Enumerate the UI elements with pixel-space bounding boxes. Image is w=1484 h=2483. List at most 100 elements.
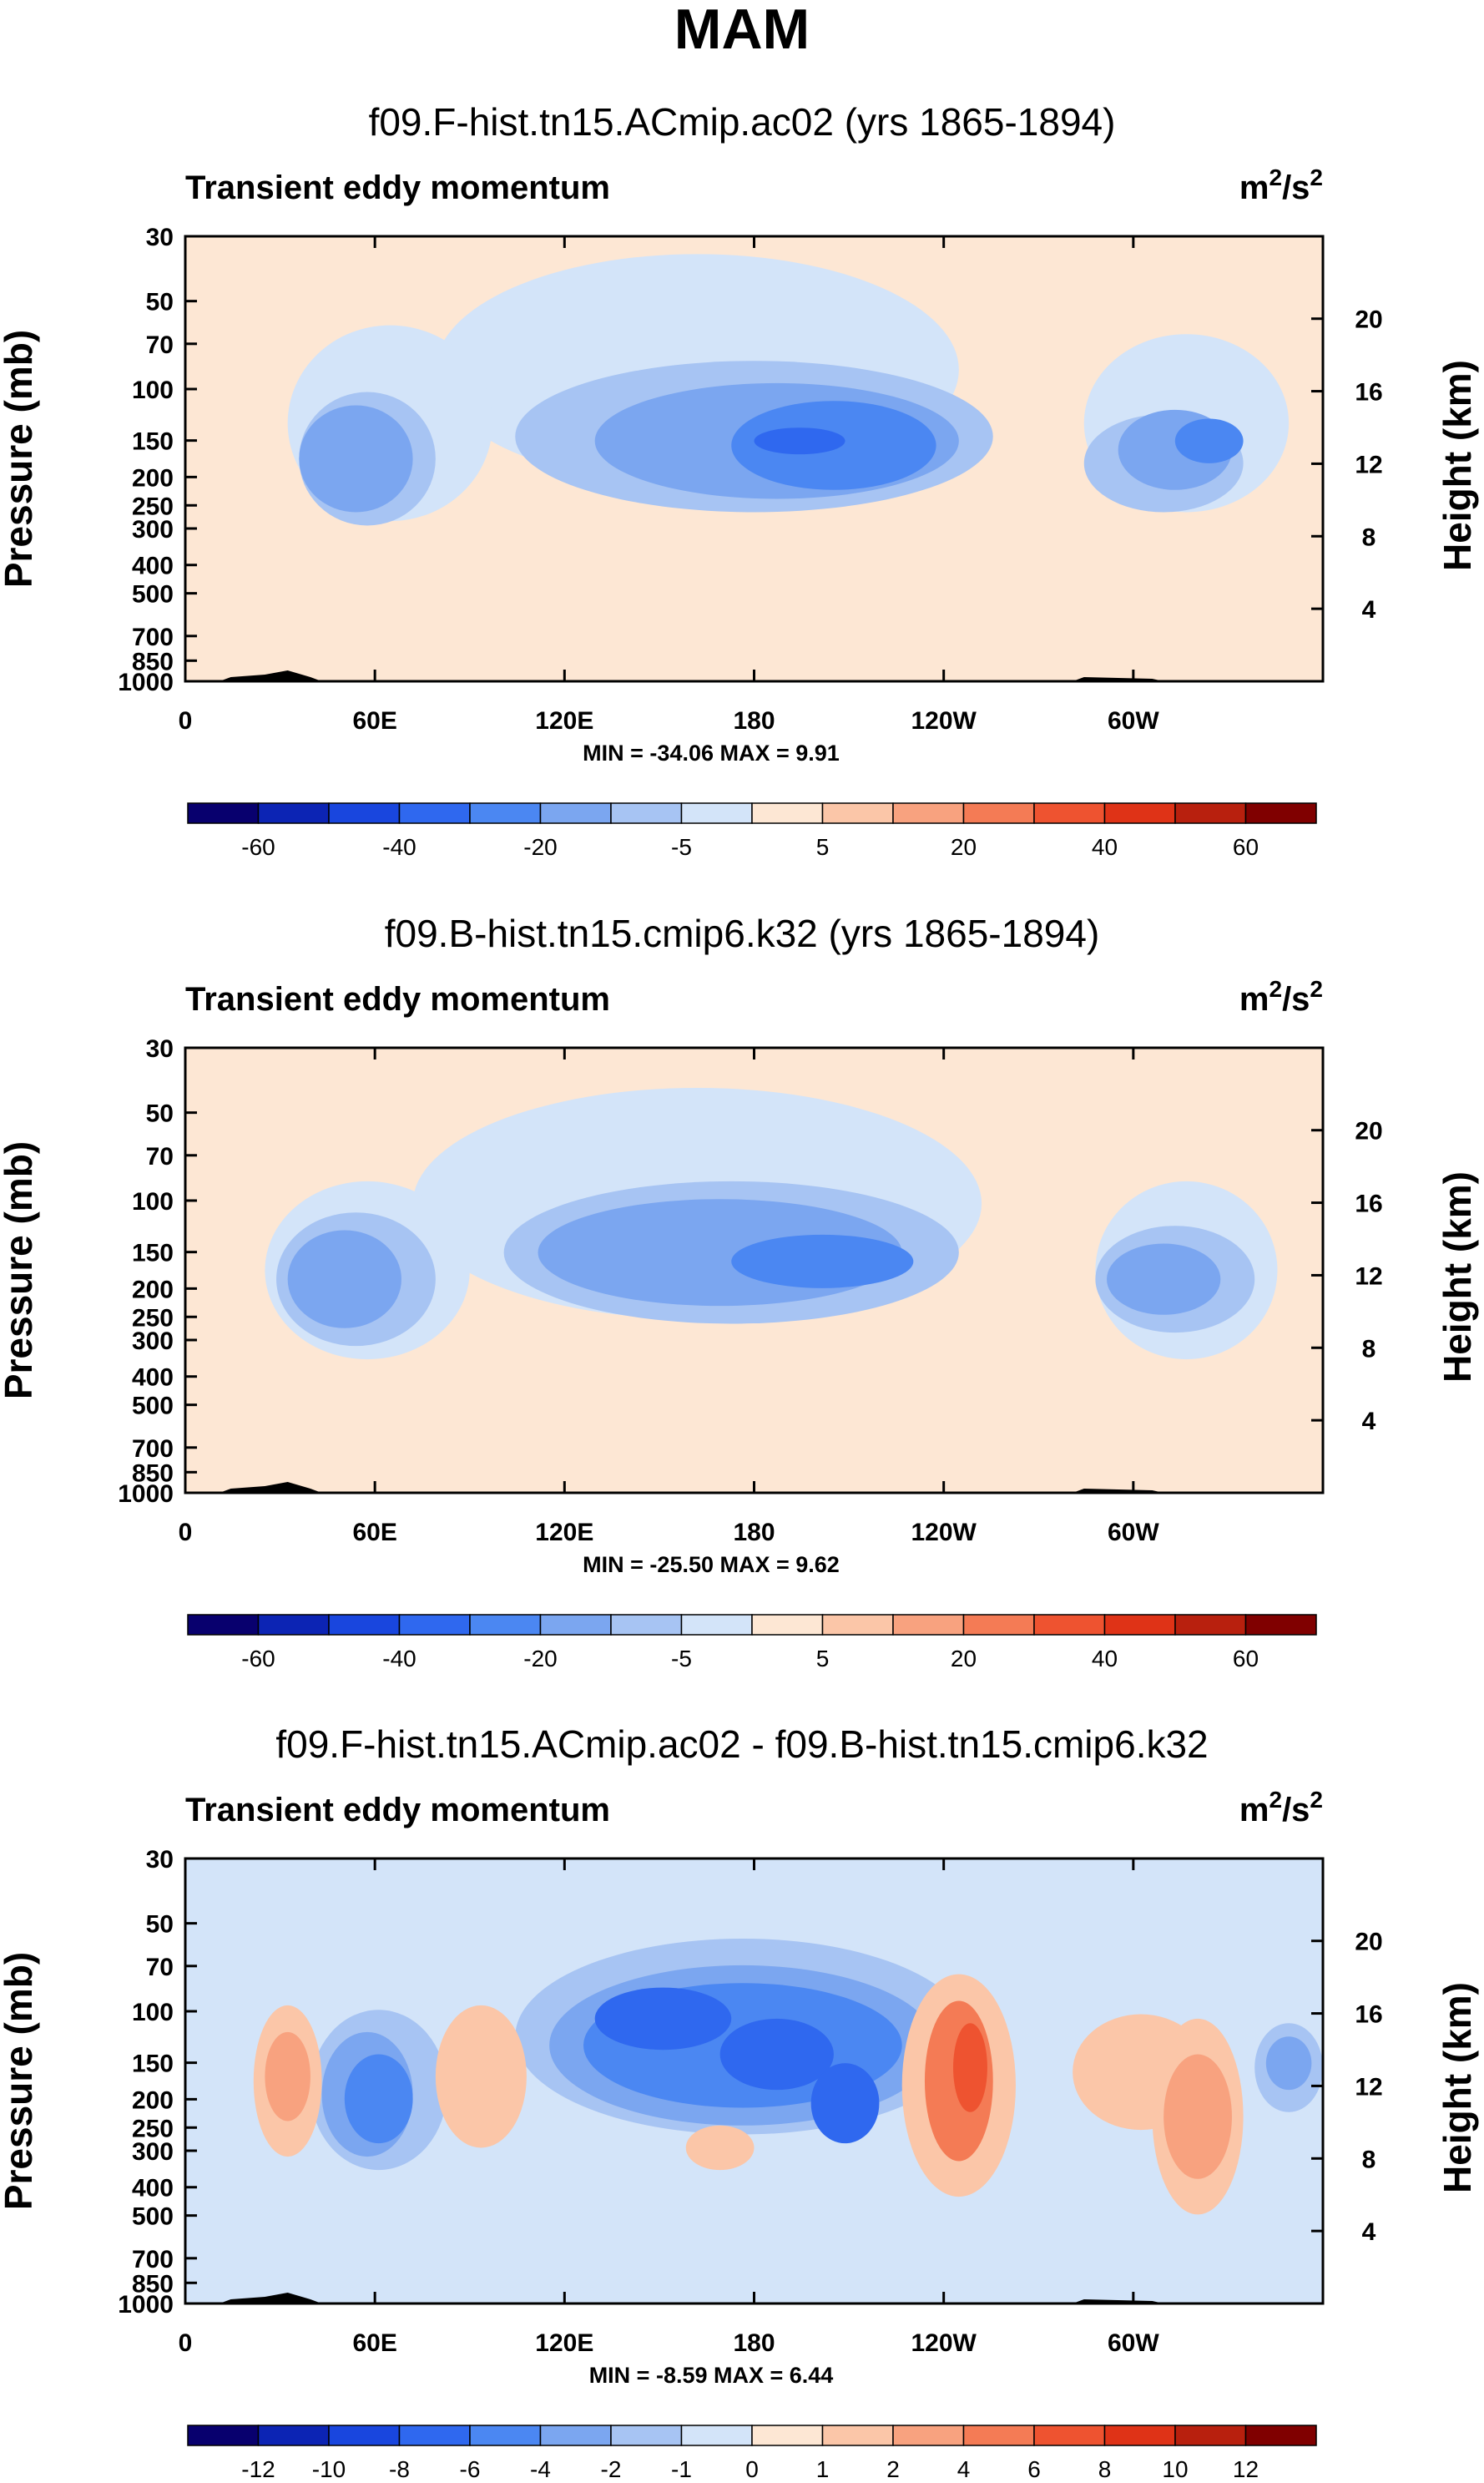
x-tick-label: 60W (1108, 1519, 1159, 1546)
x-tick-label: 180 (733, 1519, 775, 1546)
panel-units: m2/s2 (1239, 976, 1323, 1018)
contour-region (435, 2005, 527, 2148)
min-max-label: MIN = -25.50 MAX = 9.62 (583, 1552, 840, 1577)
y-tick-label-right: 12 (1355, 451, 1382, 478)
colorbar-label: -60 (241, 1646, 275, 1671)
colorbar-swatch (1033, 1614, 1106, 1636)
plot-area (185, 1858, 1323, 2303)
y-tick-label-right: 12 (1355, 1262, 1382, 1290)
y-tick-label-right: 8 (1362, 2146, 1376, 2173)
y-tick-label: 300 (132, 1327, 174, 1355)
contour-region (1107, 1243, 1221, 1315)
y-tick-label: 150 (132, 428, 174, 456)
y-tick-label: 400 (132, 2175, 174, 2202)
colorbar-swatch (257, 802, 330, 824)
colorbar-label: -6 (460, 2456, 481, 2482)
y-tick-label: 850 (132, 2270, 174, 2298)
contour-region (731, 1234, 914, 1288)
y-tick-label-right: 4 (1362, 596, 1376, 624)
contour-region (754, 427, 845, 455)
contour-region (344, 2054, 413, 2144)
x-tick-label: 120E (535, 707, 593, 735)
colorbar-label: 2 (886, 2456, 900, 2482)
contour-region (953, 2023, 987, 2112)
colorbar-swatch (680, 1614, 753, 1636)
y-tick-label: 30 (146, 1846, 174, 1874)
colorbar-label: 40 (1092, 1646, 1118, 1671)
colorbar-label: -8 (389, 2456, 410, 2482)
y-tick-label-right: 20 (1355, 1118, 1382, 1145)
x-tick-label: 60E (352, 707, 396, 735)
y-tick-label-right: 4 (1362, 1408, 1376, 1435)
colorbar-label: -1 (671, 2456, 692, 2482)
panel-title: f09.B-hist.tn15.cmip6.k32 (yrs 1865-1894… (385, 912, 1100, 955)
colorbar-swatch (1033, 2425, 1106, 2446)
colorbar-swatch (469, 802, 542, 824)
x-tick-label: 0 (179, 1519, 193, 1546)
colorbar-swatch (1103, 2425, 1176, 2446)
colorbar-label: 1 (816, 2456, 830, 2482)
y-tick-label: 850 (132, 648, 174, 675)
colorbar-label: 5 (816, 834, 830, 860)
y-tick-label: 850 (132, 1459, 174, 1487)
colorbar-swatch (610, 802, 683, 824)
y-tick-label: 100 (132, 1999, 174, 2026)
panel-title: f09.F-hist.tn15.ACmip.ac02 - f09.B-hist.… (275, 1722, 1208, 1766)
y-axis-label: Pressure (mb) (0, 1141, 40, 1399)
y-tick-label: 250 (132, 1304, 174, 1332)
y-axis-label-right: Height (km) (1436, 1982, 1479, 2193)
y-tick-label: 500 (132, 2203, 174, 2231)
colorbar-swatch (962, 802, 1035, 824)
colorbar-swatch (610, 2425, 683, 2446)
colorbar-swatch (328, 1614, 401, 1636)
page-title: MAM (674, 0, 810, 61)
colorbar-swatch (751, 1614, 824, 1636)
colorbar-swatch (257, 1614, 330, 1636)
contour-region (287, 1230, 401, 1328)
colorbar-swatch (962, 2425, 1035, 2446)
y-tick-label: 400 (132, 553, 174, 580)
colorbar-label: 8 (1098, 2456, 1112, 2482)
x-tick-label: 60E (352, 1519, 396, 1546)
colorbar-swatch (1103, 1614, 1176, 1636)
terrain (219, 2293, 322, 2303)
y-tick-label: 50 (146, 289, 174, 316)
colorbar-label: 12 (1233, 2456, 1259, 2482)
y-tick-label: 250 (132, 493, 174, 520)
y-tick-label-right: 8 (1362, 1335, 1376, 1363)
colorbar-label: -5 (671, 834, 692, 860)
x-tick-label: 120W (911, 707, 977, 735)
colorbar-swatch (539, 802, 612, 824)
colorbar-swatch (821, 1614, 894, 1636)
colorbar-label: 5 (816, 1646, 830, 1671)
y-tick-label: 200 (132, 2086, 174, 2114)
y-tick-label: 30 (146, 1035, 174, 1063)
colorbar-label: -20 (523, 834, 557, 860)
colorbar-label: -40 (382, 1646, 416, 1671)
contour-region (1163, 2054, 1232, 2179)
x-tick-label: 120E (535, 1519, 593, 1546)
x-tick-label: 60W (1108, 2329, 1159, 2357)
colorbar-label: 40 (1092, 834, 1118, 860)
y-tick-label: 1000 (118, 2291, 174, 2319)
min-max-label: MIN = -8.59 MAX = 6.44 (589, 2363, 834, 2388)
panel-subtitle: Transient eddy momentum (185, 1792, 610, 1828)
x-tick-label: 120E (535, 2329, 593, 2357)
colorbar-swatch (1174, 802, 1247, 824)
y-tick-label: 700 (132, 624, 174, 651)
colorbar-label: -60 (241, 834, 275, 860)
colorbar-swatch (962, 1614, 1035, 1636)
panel-units: m2/s2 (1239, 164, 1323, 206)
panel-subtitle: Transient eddy momentum (185, 169, 610, 206)
colorbar-label: 10 (1162, 2456, 1188, 2482)
y-tick-label: 70 (146, 331, 174, 359)
colorbar-swatch (821, 802, 894, 824)
colorbar-swatch (610, 1614, 683, 1636)
y-tick-label: 150 (132, 1240, 174, 1267)
contour-region (1174, 418, 1244, 463)
colorbar-label: -40 (382, 834, 416, 860)
colorbar-swatch (328, 2425, 401, 2446)
colorbar-swatch (1244, 1614, 1317, 1636)
y-tick-label: 250 (132, 2115, 174, 2142)
colorbar-swatch (892, 1614, 965, 1636)
